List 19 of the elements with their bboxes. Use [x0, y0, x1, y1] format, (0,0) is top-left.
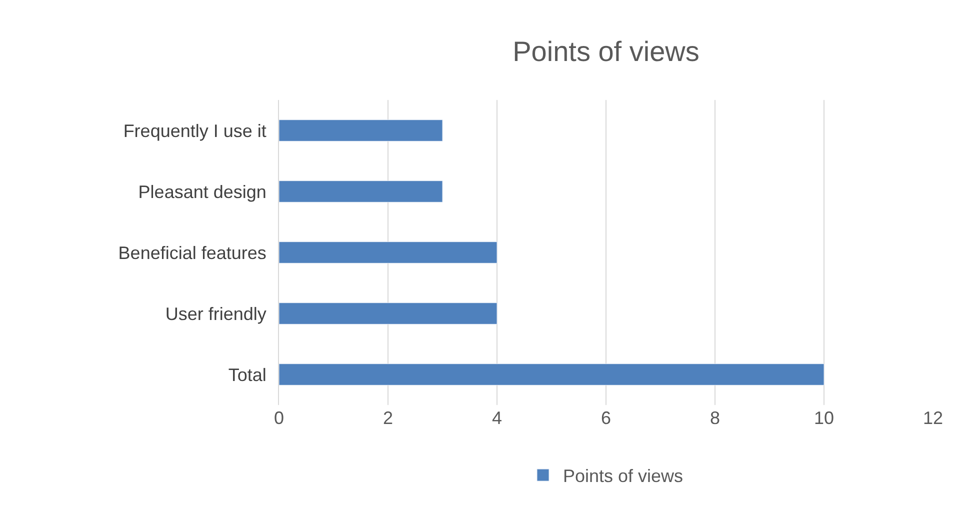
bar [279, 364, 824, 386]
chart-title: Points of views [512, 36, 700, 67]
x-tick-label: 8 [710, 408, 720, 428]
bar [279, 180, 443, 202]
bar [279, 120, 443, 142]
bar [279, 302, 498, 324]
y-tick-label: User friendly [165, 304, 266, 324]
legend-label: Points of views [563, 466, 684, 486]
x-tick-label: 0 [274, 408, 284, 428]
x-tick-label: 10 [814, 408, 834, 428]
x-tick-label: 4 [492, 408, 502, 428]
y-tick-label: Pleasant design [138, 182, 266, 202]
x-tick-label: 6 [600, 408, 612, 428]
y-tick-label: Frequently I use it [123, 120, 266, 141]
y-tick-label: Total [228, 364, 266, 385]
y-tick-label: Beneficial features [118, 242, 266, 263]
x-tick-label: 2 [382, 408, 394, 428]
x-tick-label: 12 [922, 408, 944, 428]
bar [279, 242, 498, 264]
